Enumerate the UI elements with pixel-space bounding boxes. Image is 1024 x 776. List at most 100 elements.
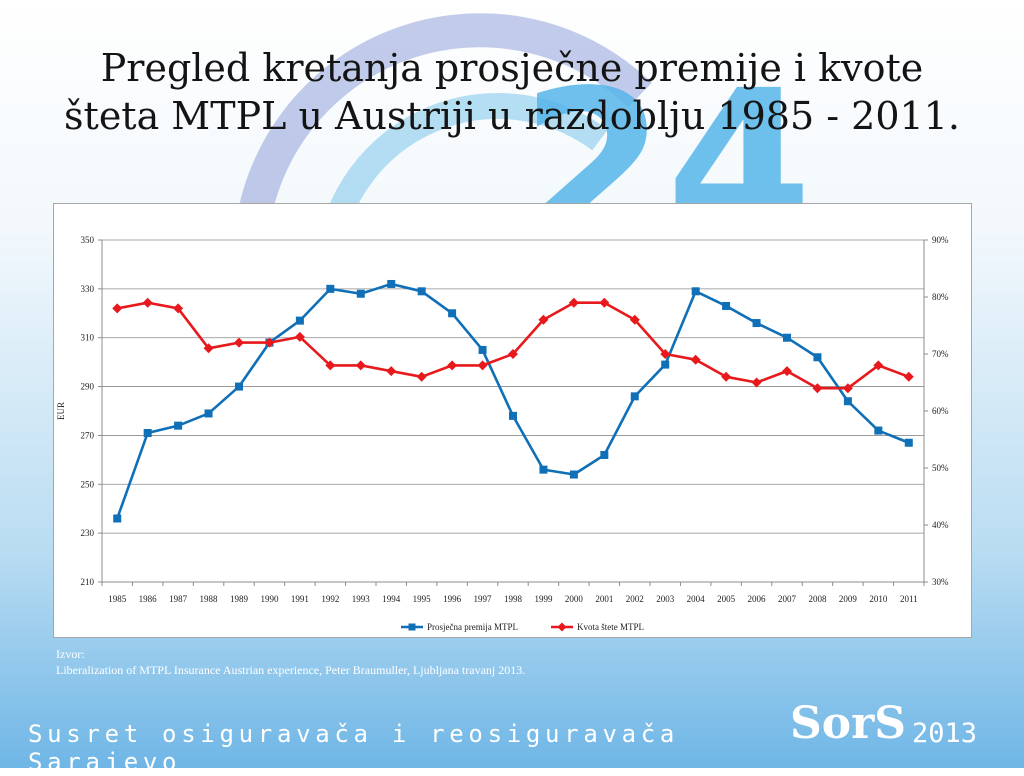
slide-title: Pregled kretanja prosječne premije i kvo…: [40, 44, 984, 140]
y-tick-label: 350: [81, 235, 95, 245]
y-tick-label: 210: [81, 577, 95, 587]
y2-tick-label: 50%: [932, 463, 949, 473]
x-tick-label: 2003: [656, 594, 675, 604]
x-tick-label: 1992: [321, 594, 339, 604]
data-point: [142, 297, 153, 308]
data-point: [721, 371, 732, 382]
data-point: [842, 383, 853, 394]
x-tick-label: 1987: [169, 594, 188, 604]
y2-tick-label: 80%: [932, 292, 949, 302]
x-tick-label: 1993: [352, 594, 371, 604]
data-point: [174, 421, 183, 430]
data-point: [783, 333, 791, 342]
data-point: [477, 360, 488, 371]
legend-label: Kvota štete MTPL: [577, 622, 644, 632]
x-tick-label: 1988: [200, 594, 219, 604]
data-point: [661, 360, 670, 369]
y-axis-title: EUR: [56, 402, 66, 420]
data-point: [539, 465, 548, 474]
y-tick-label: 330: [81, 284, 95, 294]
x-tick-label: 1985: [108, 594, 127, 604]
data-point: [722, 301, 731, 310]
x-tick-label: 2004: [687, 594, 706, 604]
data-point: [295, 316, 304, 325]
data-point: [629, 314, 640, 325]
footer-conference-name: Susret osiguravača i reosiguravača Saraj…: [28, 720, 680, 776]
data-point: [874, 426, 883, 435]
x-tick-label: 1995: [413, 594, 432, 604]
line-chart: 210 230 250 270 290 310 330 350 30% 40% 50% 60% 70% 8…: [56, 235, 949, 632]
y-tick-label: 290: [81, 382, 95, 392]
brand-year: 2013: [912, 718, 978, 749]
data-point: [203, 343, 214, 354]
y-tick-label: 230: [81, 528, 95, 538]
x-tick-label: 2000: [565, 594, 584, 604]
y2-tick-label: 40%: [932, 520, 949, 530]
data-point: [538, 314, 549, 325]
data-point: [294, 331, 305, 342]
data-point: [569, 470, 578, 479]
y-tick-label: 310: [81, 333, 95, 343]
x-tick-label: 2010: [869, 594, 888, 604]
data-point: [355, 360, 366, 371]
series-line-2: [116, 301, 910, 390]
source-text: Liberalization of MTPL Insurance Austria…: [56, 663, 526, 677]
data-point: [509, 411, 517, 420]
data-point: [508, 349, 518, 359]
y-tick-label: 270: [81, 430, 95, 440]
legend-label: Prosječna premija MTPL: [427, 622, 518, 632]
slide-title-line2: šteta MTPL u Austriji u razdoblju 1985 -…: [64, 94, 960, 138]
y2-tick-label: 70%: [932, 349, 949, 359]
x-tick-label: 1997: [474, 594, 493, 604]
data-point: [113, 514, 122, 523]
data-point: [204, 409, 213, 418]
data-point: [235, 382, 243, 391]
data-point: [782, 366, 792, 377]
data-point: [325, 360, 336, 371]
x-tick-label: 1986: [139, 594, 158, 604]
x-tick-label: 2007: [778, 594, 797, 604]
data-point: [630, 392, 639, 401]
x-tick-label: 1991: [291, 594, 309, 604]
data-point: [173, 303, 184, 314]
data-point: [873, 360, 884, 371]
y2-tick-label: 90%: [932, 235, 949, 245]
x-tick-label: 1990: [260, 594, 279, 604]
data-point: [904, 438, 913, 447]
data-point: [751, 377, 762, 388]
data-point: [600, 450, 609, 459]
data-point: [326, 284, 335, 293]
x-tick-label: 2006: [748, 594, 767, 604]
x-tick-label: 2002: [626, 594, 644, 604]
data-point: [690, 354, 701, 365]
data-point: [903, 371, 914, 382]
data-point: [752, 319, 761, 328]
y2-tick-label: 30%: [932, 577, 949, 587]
data-point: [448, 309, 457, 318]
data-point: [599, 297, 610, 308]
x-tick-label: 1999: [534, 594, 553, 604]
x-tick-label: 2005: [717, 594, 736, 604]
data-point: [234, 337, 244, 348]
data-point: [568, 297, 579, 308]
data-point: [447, 360, 458, 371]
chart-frame: 210 230 250 270 290 310 330 350 30% 40% 50% 60% 70% 8…: [53, 203, 972, 638]
x-tick-label: 2011: [900, 594, 918, 604]
source-note: Izvor: Liberalization of MTPL Insurance …: [56, 646, 525, 678]
brand-logo-text: SorS: [790, 698, 907, 749]
data-point: [843, 397, 852, 406]
data-point: [264, 337, 275, 348]
x-tick-label: 1996: [443, 594, 462, 604]
legend-marker: [408, 623, 416, 631]
x-tick-label: 1989: [230, 594, 249, 604]
source-label: Izvor:: [56, 647, 85, 661]
y2-tick-label: 60%: [932, 406, 949, 416]
data-point: [143, 428, 152, 437]
data-point: [660, 349, 671, 359]
slide-title-line1: Pregled kretanja prosječne premije i kvo…: [100, 46, 924, 90]
data-point: [416, 371, 427, 382]
x-tick-label: 2001: [595, 594, 613, 604]
data-point: [813, 353, 822, 362]
data-point: [387, 279, 396, 288]
data-point: [691, 287, 700, 296]
